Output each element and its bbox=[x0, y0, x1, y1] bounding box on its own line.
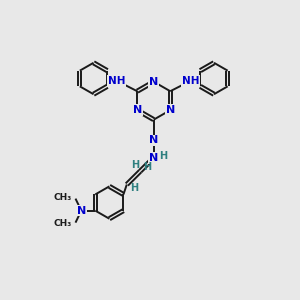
Text: N: N bbox=[149, 135, 158, 146]
Text: H: H bbox=[131, 160, 139, 170]
Text: NH: NH bbox=[182, 76, 200, 86]
Text: CH₃: CH₃ bbox=[53, 219, 71, 228]
Text: H: H bbox=[143, 162, 151, 172]
Text: NH: NH bbox=[108, 76, 125, 86]
Text: N: N bbox=[149, 77, 158, 87]
Text: H: H bbox=[160, 151, 168, 161]
Text: N: N bbox=[166, 105, 175, 115]
Text: N: N bbox=[133, 105, 142, 115]
Text: N: N bbox=[149, 153, 158, 163]
Text: N: N bbox=[77, 206, 86, 216]
Text: H: H bbox=[130, 183, 138, 193]
Text: CH₃: CH₃ bbox=[53, 193, 71, 202]
